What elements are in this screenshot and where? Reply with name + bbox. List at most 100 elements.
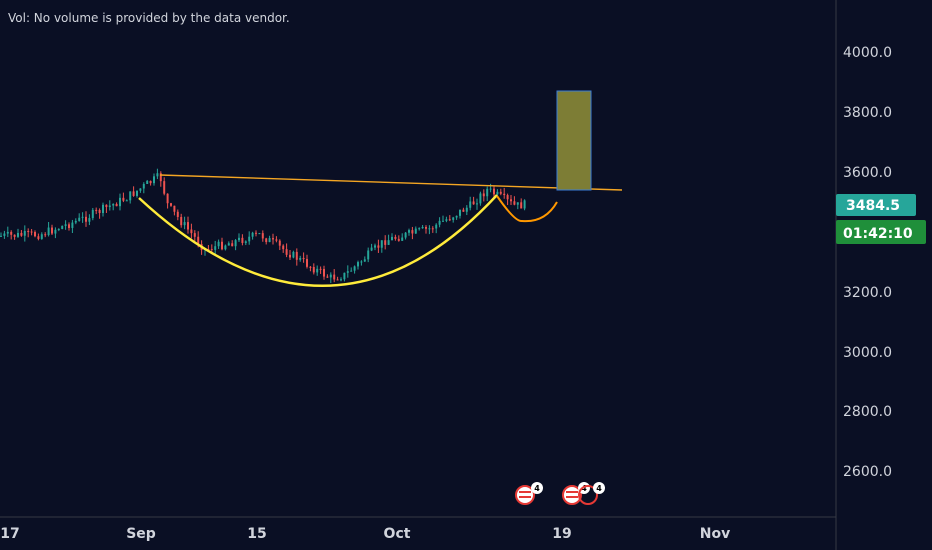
candle [108, 205, 111, 208]
candle [54, 229, 57, 234]
candle [499, 191, 502, 194]
candle [323, 268, 325, 277]
x-tick-label: Nov [700, 526, 730, 542]
candle [448, 219, 451, 221]
candle [74, 220, 77, 223]
candle [442, 220, 444, 222]
candle [275, 239, 278, 241]
candle [193, 233, 196, 237]
candle [476, 203, 478, 205]
target-box[interactable] [556, 90, 592, 191]
candle [394, 236, 397, 239]
candle [210, 249, 213, 251]
candle [10, 231, 13, 235]
volume-note: Vol: No volume is provided by the data v… [8, 11, 290, 25]
y-tick-label: 4000.0 [843, 45, 892, 61]
candle [295, 251, 298, 260]
candle [496, 191, 499, 195]
us-flag-icon [578, 485, 598, 505]
candle [241, 237, 244, 243]
candle [170, 203, 172, 206]
candle [452, 217, 455, 220]
candle [258, 233, 261, 235]
x-tick-label: 17 [0, 526, 19, 542]
candle [306, 259, 308, 267]
candle [98, 209, 101, 214]
y-tick-label: 3000.0 [843, 345, 892, 361]
candle [255, 232, 257, 234]
countdown-badge: 01:42:10 [836, 220, 926, 244]
candle [336, 279, 339, 281]
candle [57, 228, 60, 230]
candle [482, 193, 485, 197]
cup-curve[interactable] [138, 194, 498, 287]
candle [333, 274, 336, 280]
candle [282, 245, 285, 250]
candle [479, 193, 482, 204]
candle [438, 220, 441, 225]
candles-group [0, 168, 526, 283]
candle [119, 197, 121, 207]
candle [462, 209, 465, 212]
event-marker[interactable]: 4 [515, 482, 543, 505]
candle [520, 202, 523, 209]
candle [380, 240, 383, 248]
candle [105, 204, 108, 208]
candle [0, 235, 2, 237]
candle [91, 209, 94, 219]
candle [411, 230, 414, 234]
candle [132, 191, 135, 196]
event-count-badge [531, 482, 543, 494]
y-tick-label: 2600.0 [843, 464, 892, 480]
candle [64, 224, 67, 226]
candle [309, 266, 312, 268]
candle [489, 188, 492, 190]
candle [503, 193, 506, 196]
candle [34, 232, 36, 237]
candle [68, 224, 70, 228]
candle [102, 204, 104, 214]
candle [159, 173, 162, 182]
event-marker[interactable]: 4 [578, 482, 605, 505]
candle [506, 195, 509, 200]
us-flag-icon [562, 485, 582, 505]
candle [445, 219, 448, 221]
candle [221, 241, 223, 250]
candle [136, 190, 138, 196]
candle [3, 233, 6, 236]
time-axis[interactable]: 17 Sep 15 Oct 19 Nov [0, 526, 730, 542]
candle [418, 228, 421, 230]
y-tick-label: 3200.0 [843, 285, 892, 301]
y-tick-label: 3600.0 [843, 165, 892, 181]
flag-stripe [566, 496, 578, 498]
candle [370, 247, 373, 251]
candle [207, 248, 210, 250]
resistance-line[interactable] [159, 174, 623, 191]
candle [217, 241, 220, 247]
candle [343, 272, 346, 280]
candle [391, 236, 393, 241]
candle [40, 234, 43, 239]
candle [125, 200, 128, 202]
price-badge-value: 3484.5 [846, 198, 900, 214]
price-badge[interactable]: 3484.5 [836, 194, 916, 216]
event-marker[interactable]: 4 [562, 482, 590, 505]
candle [166, 193, 169, 204]
candle [272, 238, 274, 240]
candle [455, 215, 458, 218]
candle [513, 201, 516, 205]
candle [469, 201, 472, 208]
candle [397, 238, 400, 241]
price-axis[interactable]: 4000.0 3800.0 3600.0 3200.0 3000.0 2800.… [843, 45, 892, 480]
candle [61, 225, 64, 229]
candle [224, 245, 227, 250]
candle [472, 201, 475, 205]
x-tick-label: Sep [126, 526, 156, 542]
candle [17, 232, 19, 237]
handle-curve[interactable] [496, 195, 558, 223]
candle [180, 216, 183, 226]
candle [261, 233, 264, 239]
flag-stripe [519, 491, 531, 493]
